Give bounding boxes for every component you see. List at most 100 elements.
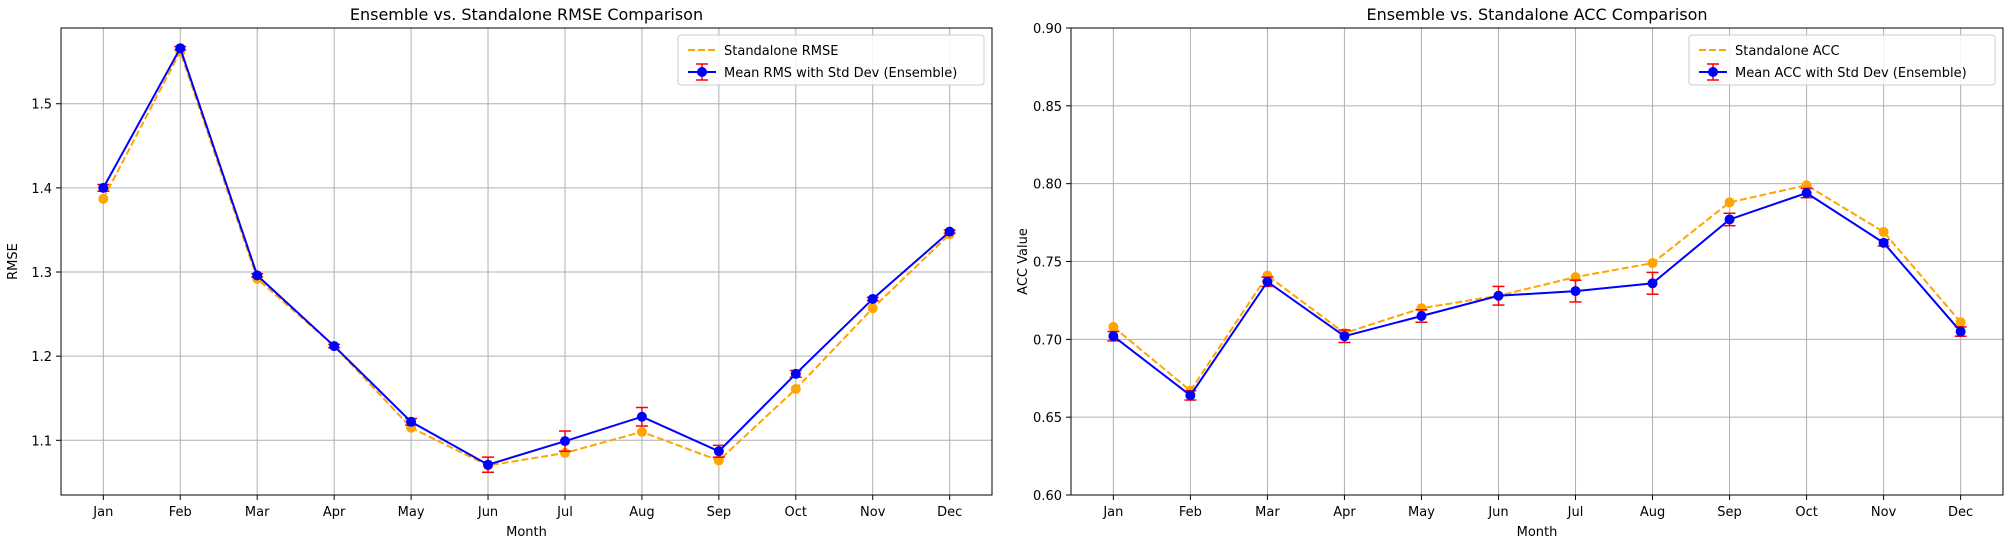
y-tick-label: 1.5 [31,98,52,113]
data-point [1262,276,1273,287]
data-point [1878,226,1889,237]
x-tick-label: Feb [169,505,192,520]
legend-item: Standalone RMSE [688,44,838,59]
data-point [867,303,878,314]
x-tick-label: Sep [1717,505,1742,520]
standalone-series [98,46,955,471]
x-axis-label: Month [1517,525,1558,540]
y-tick-label: 0.90 [1033,22,1062,37]
y-tick-label: 0.80 [1033,178,1062,193]
x-tick-label: Mar [1255,505,1280,520]
series-line [102,49,951,467]
x-tick-label: Dec [937,505,962,520]
data-point [790,368,801,379]
y-tick-label: 0.60 [1033,489,1062,504]
legend-label: Mean RMS with Std Dev (Ensemble) [724,66,957,81]
chart-title: Ensemble vs. Standalone ACC Comparison [1366,5,1707,24]
y-axis-label: ACC Value [1016,228,1031,295]
x-axis-ticks: Jan Feb Mar Apr May Jun Jul Aug Sep Oct Nov Dec [92,495,962,520]
y-axis-label: RMSE [6,243,21,280]
y-axis-ticks: 0.60 0.65 0.70 0.75 0.80 0.85 0.90 [1033,22,1071,504]
data-point [1955,326,1966,337]
data-point [1493,290,1504,301]
x-tick-label: Sep [707,505,732,520]
x-tick-label: Jul [1567,505,1584,520]
x-tick-label: Aug [629,505,654,520]
chart-panel-acc: Jan Feb Mar Apr May Jun Jul Aug Sep Oct Nov Dec 0.60… [1016,5,2004,540]
data-point [944,226,955,237]
x-tick-label: Oct [1795,505,1817,520]
y-tick-label: 1.3 [31,266,52,281]
y-tick-label: 1.2 [31,350,52,365]
data-point [1724,214,1735,225]
x-axis-label: Month [506,525,547,540]
legend-box [677,34,985,86]
x-tick-label: May [398,505,425,520]
legend-item: Mean RMS with Std Dev (Ensemble) [688,63,957,81]
x-tick-label: Mar [245,505,270,520]
x-tick-label: Apr [1333,505,1356,520]
legend-marker [1708,67,1718,77]
data-point [713,446,724,457]
legend: Standalone RMSE Mean RMS with Std Dev (En… [677,34,985,86]
x-tick-label: Nov [860,505,886,520]
x-tick-label: Dec [1948,505,1973,520]
data-point [1108,331,1119,342]
data-point [559,436,570,447]
data-point [1570,286,1581,297]
data-point [1108,321,1119,332]
chart-panel-rmse: Jan Feb Mar Apr May Jun Jul Aug Sep Oct Nov Dec1.11… [6,5,993,540]
ensemble-series [1107,187,1967,401]
data-point [1724,197,1735,208]
ensemble-series [97,43,956,474]
data-point [175,43,186,54]
data-point [790,383,801,394]
data-point [252,270,263,281]
data-point [559,447,570,458]
legend-box [1688,34,1996,86]
x-tick-label: Jun [477,505,498,520]
x-tick-label: Jun [1487,505,1508,520]
x-tick-label: Nov [1871,505,1897,520]
legend-label: Standalone ACC [1735,44,1840,59]
grid-lines [1071,27,2003,496]
axes-frame [1070,27,2004,496]
chart-title: Ensemble vs. Standalone RMSE Comparison [350,5,703,24]
legend: Standalone ACC Mean ACC with Std Dev (Ens… [1688,34,1996,86]
axes-frame [60,27,993,496]
grid-lines [61,28,992,495]
data-point [1416,303,1427,314]
legend-marker [697,67,707,77]
legend-item: Mean ACC with Std Dev (Ensemble) [1699,63,1967,81]
data-point [1416,310,1427,321]
y-axis-ticks: 1.1 1.2 1.3 1.4 1.5 [31,98,61,449]
legend-item: Standalone ACC [1699,44,1840,59]
y-tick-label: 1.1 [31,434,52,449]
data-point [1878,237,1889,248]
y-tick-label: 0.65 [1033,411,1062,426]
data-point [636,426,647,437]
x-tick-label: Jan [1102,505,1123,520]
x-axis-ticks: Jan Feb Mar Apr May Jun Jul Aug Sep Oct Nov Dec [1102,495,1973,520]
x-tick-label: May [1408,505,1435,520]
data-point [636,411,647,422]
legend-label: Mean ACC with Std Dev (Ensemble) [1735,66,1967,81]
y-tick-label: 1.4 [31,182,52,197]
series-line [1112,184,1962,393]
y-tick-label: 0.75 [1033,256,1062,271]
data-point [1801,188,1812,199]
x-tick-label: Oct [785,505,807,520]
legend-label: Standalone RMSE [724,44,838,59]
data-point [1647,278,1658,289]
data-point [406,416,417,427]
data-point [1339,331,1350,342]
data-point [1955,317,1966,328]
data-point [329,341,340,352]
data-point [1647,258,1658,269]
y-tick-label: 0.85 [1033,100,1062,115]
x-tick-label: Jul [556,505,573,520]
x-tick-label: Apr [323,505,346,520]
data-point [483,459,494,470]
data-point [1185,390,1196,401]
